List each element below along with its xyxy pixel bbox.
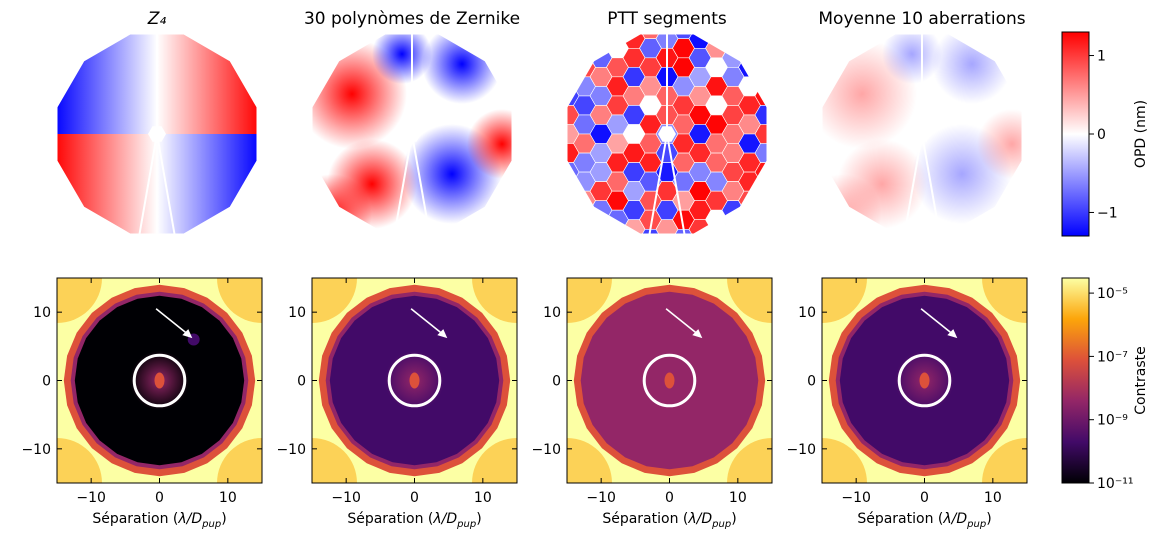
y-tick-label: −10	[786, 442, 816, 458]
y-tick-label: 10	[798, 305, 816, 321]
colorbar	[1061, 277, 1090, 484]
annotation-arrow	[410, 308, 446, 337]
y-tick-label: −10	[531, 442, 561, 458]
x-tick-label: 0	[920, 490, 929, 506]
pupil-map	[822, 34, 1022, 234]
colorbar-tick-label: 1	[1097, 49, 1106, 65]
x-tick-label: −10	[76, 490, 106, 506]
colorbar-tick-label: 10⁻¹¹	[1097, 476, 1133, 492]
colorbar-tick-label: 10⁻⁵	[1097, 286, 1128, 302]
x-tick-label: 10	[219, 490, 237, 506]
y-tick-label: 0	[807, 374, 816, 390]
pupil-map	[312, 34, 512, 234]
annotation-arrow	[920, 308, 956, 337]
y-tick-label: 0	[42, 374, 51, 390]
x-axis-label: Séparation (λ/Dpup)	[602, 511, 736, 530]
annotation-arrow	[665, 308, 701, 337]
colorbar-tick-label: 10⁻⁹	[1097, 413, 1128, 429]
x-tick-label: −10	[841, 490, 871, 506]
x-tick-label: 0	[410, 490, 419, 506]
y-tick-label: 0	[552, 374, 561, 390]
y-tick-label: 10	[33, 305, 51, 321]
x-tick-label: 10	[474, 490, 492, 506]
panel-title: Z₄	[147, 9, 167, 29]
x-axis-label: Séparation (λ/Dpup)	[857, 511, 991, 530]
annotation-circle	[642, 353, 697, 408]
y-tick-label: 10	[288, 305, 306, 321]
x-tick-label: 0	[665, 490, 674, 506]
colorbar-label: OPD (nm)	[1133, 100, 1149, 168]
annotation-circle	[387, 353, 442, 408]
y-tick-label: −10	[21, 442, 51, 458]
colorbar-tick-label: 10⁻⁷	[1097, 349, 1128, 365]
x-tick-label: 10	[729, 490, 747, 506]
annotation-circle	[897, 353, 952, 408]
x-tick-label: 0	[155, 490, 164, 506]
colorbar-tick-label: 0	[1097, 127, 1106, 143]
colorbar-label: Contraste	[1133, 346, 1149, 414]
y-tick-label: −10	[276, 442, 306, 458]
pupil-map	[57, 34, 257, 234]
x-tick-label: −10	[331, 490, 361, 506]
y-tick-label: 0	[297, 374, 306, 390]
contrast-map	[57, 278, 262, 483]
contrast-map	[822, 278, 1027, 483]
annotation-arrow	[155, 308, 191, 337]
panel-title: PTT segments	[607, 9, 727, 29]
panel-title: Moyenne 10 aberrations	[818, 9, 1025, 29]
x-tick-label: −10	[586, 490, 616, 506]
y-tick-label: 10	[543, 305, 561, 321]
contrast-map	[312, 278, 517, 483]
colorbar	[1061, 31, 1090, 237]
x-axis-label: Séparation (λ/Dpup)	[92, 511, 226, 530]
panel-title: 30 polynòmes de Zernike	[304, 9, 520, 29]
colorbar-tick-label: −1	[1097, 205, 1118, 221]
x-axis-label: Séparation (λ/Dpup)	[347, 511, 481, 530]
contrast-map	[567, 278, 772, 483]
x-tick-label: 10	[984, 490, 1002, 506]
annotation-circle	[132, 353, 187, 408]
